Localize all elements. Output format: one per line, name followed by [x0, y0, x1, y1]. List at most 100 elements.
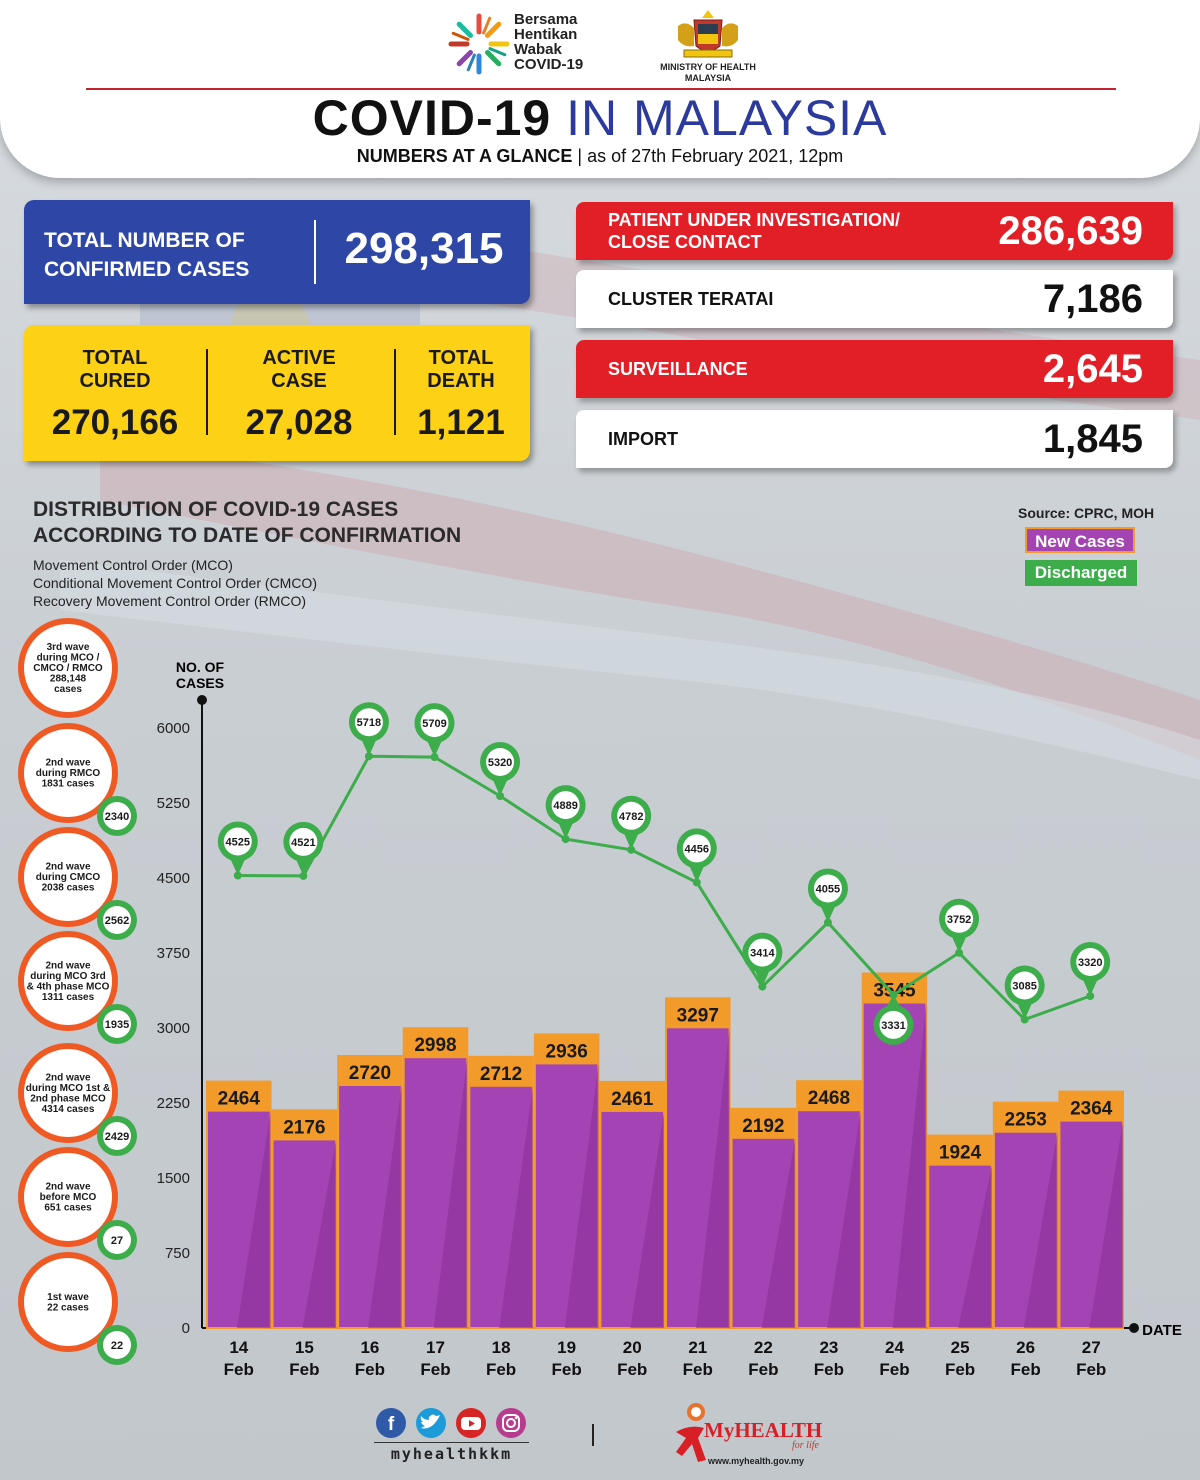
marker-face	[879, 1010, 908, 1039]
total-confirmed-value: 298,315	[344, 224, 504, 273]
x-tick-label: 22	[754, 1338, 773, 1357]
total-death-value: 1,121	[417, 403, 505, 442]
wave-circle	[18, 1147, 118, 1247]
bar-group: 3545	[861, 972, 928, 1329]
marker-pin	[492, 778, 509, 796]
discharged-value-label: 4456	[685, 843, 709, 855]
x-tick-label: Feb	[355, 1360, 385, 1379]
ministry-name: MINISTRY OF HEALTH MALAYSIA	[660, 62, 756, 83]
wave-circle	[18, 827, 118, 927]
marker-pin	[360, 738, 377, 757]
bar-shade	[564, 1064, 599, 1328]
x-tick-label: 21	[688, 1338, 707, 1357]
bar-value-label: 2253	[1005, 1110, 1047, 1131]
mco-legend-item: Movement Control Order (MCO)	[33, 557, 233, 573]
x-tick-label: 16	[360, 1338, 379, 1357]
total-confirmed-card: TOTAL NUMBER OF CONFIRMED CASES 298,315	[24, 200, 530, 304]
wave-circle	[18, 931, 118, 1031]
bar-value-label: 2998	[414, 1035, 456, 1056]
y-tick-label: 6000	[157, 720, 190, 737]
bar-shade	[237, 1111, 271, 1328]
y-tick-label: 750	[165, 1245, 190, 1262]
category-value: 2,645	[1042, 346, 1143, 391]
marker-face	[1010, 971, 1039, 1000]
discharged-value-label: 3085	[1012, 981, 1036, 993]
wave-discharged-face	[103, 906, 131, 934]
marker-face	[486, 748, 515, 776]
legend-discharged: Discharged	[1025, 560, 1137, 586]
bar-value-label: 2176	[283, 1117, 325, 1138]
mco-legend-item: Conditional Movement Control Order (CMCO…	[33, 575, 317, 591]
x-tick-label: Feb	[814, 1360, 844, 1379]
wave-case-count: 1831 cases	[42, 779, 95, 790]
wave-discharged-face	[103, 1122, 131, 1150]
y-axis-title: CASES	[176, 675, 224, 691]
discharged-value-label: 5320	[488, 757, 512, 769]
marker-pin	[295, 857, 312, 876]
category-label: PATIENT UNDER INVESTIGATION/ CLOSE CONTA…	[608, 210, 901, 252]
x-tick-label: Feb	[1076, 1360, 1106, 1379]
total-confirmed-label: TOTAL NUMBER OF CONFIRMED CASES	[44, 229, 250, 281]
page-title: COVID-19 IN MALAYSIA	[0, 88, 1200, 148]
bar-label-bg	[338, 1056, 402, 1086]
marker-pin	[819, 904, 836, 923]
wave-discharged-value: 2429	[105, 1131, 129, 1143]
x-tick-label: 26	[1016, 1338, 1035, 1357]
wave-label: during RMCO	[36, 768, 101, 779]
wave-label: 2nd wave	[45, 1072, 90, 1083]
discharged-marker: 4889	[545, 785, 586, 844]
x-axis-cap	[1129, 1323, 1139, 1333]
bar-value-label: 2712	[480, 1064, 522, 1085]
discharged-value-label: 4889	[553, 800, 577, 812]
wave-discharged-value: 22	[111, 1340, 123, 1352]
bar-shade	[368, 1086, 402, 1328]
total-death-label: TOTAL DEATH	[427, 347, 495, 392]
marker-pin	[426, 739, 443, 758]
bar-shade	[892, 1003, 927, 1328]
source-note: Source: CPRC, MOH	[1018, 505, 1155, 521]
x-tick-label: 25	[951, 1338, 970, 1357]
discharged-value-label: 4525	[226, 837, 250, 849]
y-tick-label: 4500	[157, 870, 190, 887]
instagram-icon[interactable]	[496, 1408, 526, 1438]
category-label: SURVEILLANCE	[608, 359, 748, 379]
wave-circle	[18, 1252, 118, 1352]
facebook-icon[interactable]: f	[376, 1408, 406, 1438]
myhealth-url[interactable]: www.myhealth.gov.my	[708, 1456, 805, 1466]
category-value: 1,845	[1042, 416, 1143, 461]
bar-value-label: 2936	[546, 1041, 588, 1062]
social-handle[interactable]: myhealthkkm	[374, 1442, 529, 1463]
bar-label-bg	[403, 1028, 468, 1059]
category-row-pui: PATIENT UNDER INVESTIGATION/ CLOSE CONTA…	[576, 202, 1173, 260]
x-tick-label: Feb	[224, 1360, 254, 1379]
discharged-marker: 4782	[611, 795, 652, 854]
y-tick-label: 2250	[157, 1095, 190, 1112]
x-tick-label: 27	[1082, 1338, 1101, 1357]
x-tick-label: Feb	[683, 1360, 713, 1379]
subtitle-separator: |	[577, 146, 588, 166]
category-value: 286,639	[998, 208, 1143, 253]
x-tick-label: Feb	[945, 1360, 975, 1379]
discharged-marker: 3752	[939, 898, 980, 957]
bar-group: 2998	[402, 1027, 469, 1329]
wave-label: 2nd wave	[45, 862, 90, 873]
wave-discharged-face	[103, 802, 131, 830]
title-malaysia: IN MALAYSIA	[566, 90, 888, 146]
sunburst-icon	[448, 13, 510, 75]
discharged-value-label: 4055	[816, 884, 840, 896]
youtube-icon[interactable]	[456, 1408, 486, 1438]
marker-face	[617, 801, 646, 830]
wave-case-count: 4314 cases	[42, 1104, 95, 1115]
wave-label: CMCO / RMCO	[33, 663, 103, 674]
bar-shade	[1023, 1132, 1058, 1328]
bar-shade	[630, 1111, 664, 1328]
bar-group: 2192	[730, 1107, 797, 1330]
x-tick-label: Feb	[748, 1360, 778, 1379]
outcomes-divider	[394, 349, 396, 435]
twitter-icon[interactable]	[416, 1408, 446, 1438]
marker-face	[945, 904, 974, 933]
bar-group: 2253	[992, 1101, 1059, 1329]
bar-label-bg	[600, 1081, 664, 1112]
bar-group: 2712	[468, 1055, 534, 1330]
